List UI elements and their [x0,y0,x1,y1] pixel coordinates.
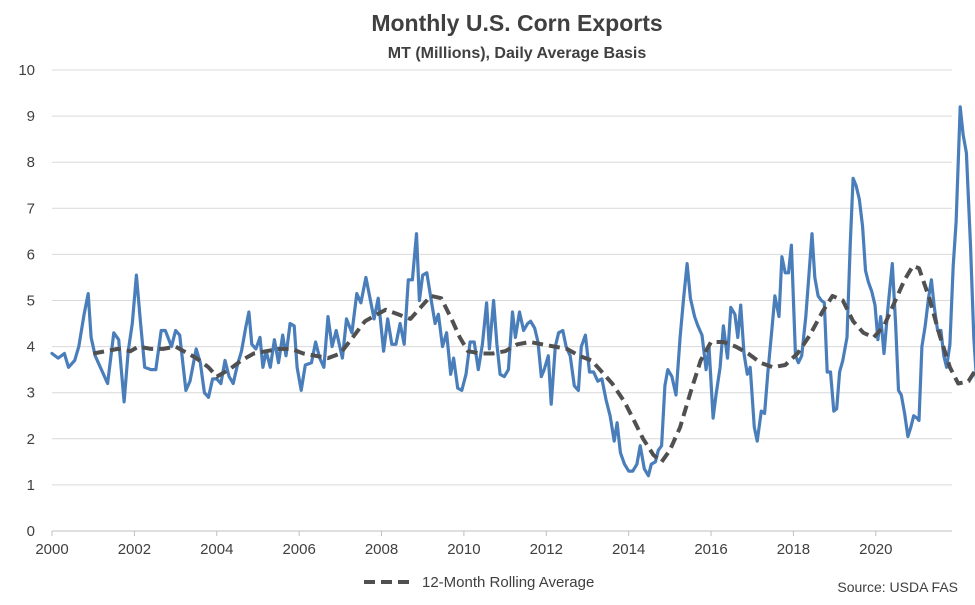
x-axis-tick-labels: 2000 2002 2004 2006 2008 2010 2012 2014 2016 2018… [35,531,892,558]
series-line-monthly [50,105,975,478]
legend-label-rolling-average: 12-Month Rolling Average [422,574,594,591]
y-tick-label-6: 6 [27,246,35,263]
x-tick-label-2018: 2018 [777,541,810,558]
series-layer [50,105,975,478]
y-tick-label-10: 10 [18,62,35,79]
y-tick-label-8: 8 [27,154,35,171]
y-tick-label-7: 7 [27,200,35,217]
chart-title: Monthly U.S. Corn Exports [371,10,662,36]
y-tick-label-3: 3 [27,385,35,402]
x-tick-label-2012: 2012 [530,541,563,558]
x-tick-label-2002: 2002 [118,541,151,558]
gridlines [52,69,952,532]
y-tick-label-4: 4 [27,339,35,356]
x-tick-label-2014: 2014 [612,541,645,558]
y-axis-tick-labels: 0 1 2 3 4 5 6 7 8 9 10 [18,62,35,540]
y-tick-label-0: 0 [27,523,35,540]
x-tick-label-2006: 2006 [282,541,315,558]
x-tick-label-2004: 2004 [200,541,233,558]
y-tick-label-1: 1 [27,477,35,494]
legend: 12-Month Rolling Average [364,574,594,591]
x-tick-label-2020: 2020 [859,541,892,558]
x-tick-label-2016: 2016 [694,541,727,558]
x-tick-label-2010: 2010 [447,541,480,558]
series-line-rolling [92,263,975,464]
source-note: Source: USDA FAS [837,579,958,595]
x-tick-label-2000: 2000 [35,541,68,558]
x-tick-label-2008: 2008 [365,541,398,558]
chart-subtitle: MT (Millions), Daily Average Basis [388,45,647,62]
y-tick-label-2: 2 [27,431,35,448]
y-tick-label-5: 5 [27,293,35,310]
y-tick-label-9: 9 [27,108,35,125]
